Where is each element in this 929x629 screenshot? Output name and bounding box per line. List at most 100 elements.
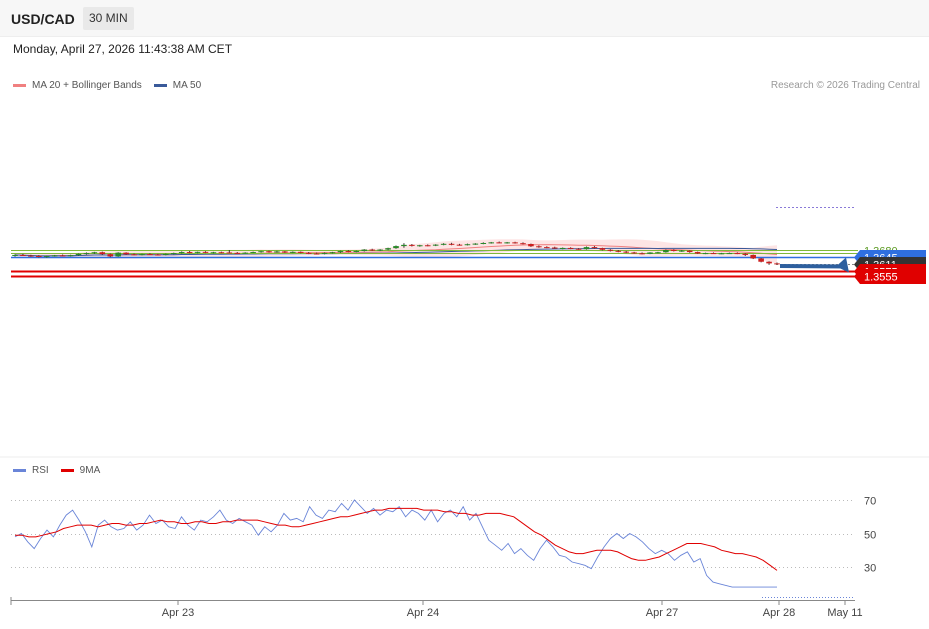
legend-ma50: MA 50 xyxy=(153,80,201,91)
candle xyxy=(464,243,471,246)
candle-body xyxy=(663,249,669,253)
candle xyxy=(647,252,653,255)
candle xyxy=(583,246,590,250)
candle-body xyxy=(131,254,137,256)
candle xyxy=(567,247,574,250)
candle xyxy=(615,249,622,253)
price-tag-bg xyxy=(854,269,926,284)
candle xyxy=(250,251,256,254)
rsi-tick-label: 30 xyxy=(864,563,876,575)
candle-body xyxy=(448,243,455,245)
candle xyxy=(282,251,288,253)
candle xyxy=(409,244,415,247)
candle-body xyxy=(710,253,717,255)
candle-body xyxy=(218,252,225,254)
candle xyxy=(393,245,399,249)
candle xyxy=(155,253,161,256)
candle-body xyxy=(20,254,26,256)
candle-body xyxy=(750,254,756,259)
rsi-tick-label: 50 xyxy=(864,530,876,542)
candle xyxy=(591,246,598,249)
candle xyxy=(147,253,153,256)
candle-body xyxy=(655,252,661,254)
price-legend: MA 20 + Bollinger Bands MA 50 xyxy=(13,80,213,91)
candle-body xyxy=(178,252,185,254)
candle-body xyxy=(226,252,233,254)
candle-body xyxy=(329,252,336,254)
candle-body xyxy=(734,253,741,255)
candle-body xyxy=(59,255,66,257)
candle-body xyxy=(718,253,725,255)
candle-body xyxy=(250,252,256,254)
candle xyxy=(639,252,645,255)
candle-body xyxy=(155,254,161,256)
candle-body xyxy=(480,242,487,244)
candle xyxy=(686,250,693,253)
candle xyxy=(512,241,518,244)
candle xyxy=(758,258,764,263)
candle xyxy=(369,248,375,252)
candle xyxy=(115,252,121,257)
candle xyxy=(655,251,661,254)
candle-body xyxy=(242,252,248,254)
x-tick-label: Apr 27 xyxy=(646,607,678,619)
candle-body xyxy=(591,247,598,249)
candle-body xyxy=(345,251,352,253)
ma50-swatch xyxy=(153,84,167,87)
candle xyxy=(202,251,209,254)
timeframe-button[interactable]: 30 MIN xyxy=(83,7,134,30)
candle-body xyxy=(559,247,566,249)
candle xyxy=(678,249,685,252)
candle-body xyxy=(401,244,407,247)
candle-body xyxy=(424,245,431,247)
candle xyxy=(210,251,217,254)
candle xyxy=(321,252,328,255)
candle xyxy=(361,249,368,252)
candle-body xyxy=(758,258,764,262)
candle-body xyxy=(520,243,526,245)
candle-body xyxy=(702,253,709,255)
candle xyxy=(290,251,296,254)
candle xyxy=(83,252,90,255)
target-arrow-head xyxy=(836,257,849,273)
legend-9ma-label: 9MA xyxy=(79,465,101,476)
candle-body xyxy=(313,253,320,255)
candle xyxy=(504,241,510,244)
candle xyxy=(559,247,566,250)
candle-body xyxy=(774,263,780,265)
candle-body xyxy=(409,244,415,246)
candle-body xyxy=(75,253,82,256)
candle-body xyxy=(274,251,280,253)
candle-body xyxy=(385,248,391,250)
x-tick-label: Apr 23 xyxy=(162,607,194,619)
candle-body xyxy=(36,255,42,257)
candle-body xyxy=(671,249,677,251)
candle xyxy=(742,253,749,256)
target-arrow-shaft xyxy=(779,264,847,269)
candle-body xyxy=(456,244,463,246)
candle-body xyxy=(528,244,534,247)
candle xyxy=(631,251,637,254)
candle xyxy=(28,254,34,257)
candle xyxy=(488,241,495,244)
candle-body xyxy=(202,251,209,253)
candle xyxy=(297,251,304,254)
rsi-9ma-line xyxy=(15,507,778,571)
candle-body xyxy=(186,252,193,254)
candle xyxy=(520,242,526,245)
candle-body xyxy=(51,255,58,257)
top-bar: USD/CAD 30 MIN xyxy=(0,0,929,37)
support-price-tag: 1.3555 xyxy=(854,269,926,284)
candle xyxy=(718,252,725,255)
candle-body xyxy=(297,251,304,253)
legend-ma20-label: MA 20 + Bollinger Bands xyxy=(32,80,142,91)
candle-body xyxy=(337,251,344,253)
candle-body xyxy=(139,254,145,256)
candle xyxy=(242,252,248,254)
candle-body xyxy=(583,247,590,250)
candle-body xyxy=(12,254,18,256)
candle xyxy=(750,254,756,260)
candle-body xyxy=(258,251,264,253)
candle-body xyxy=(194,251,201,253)
